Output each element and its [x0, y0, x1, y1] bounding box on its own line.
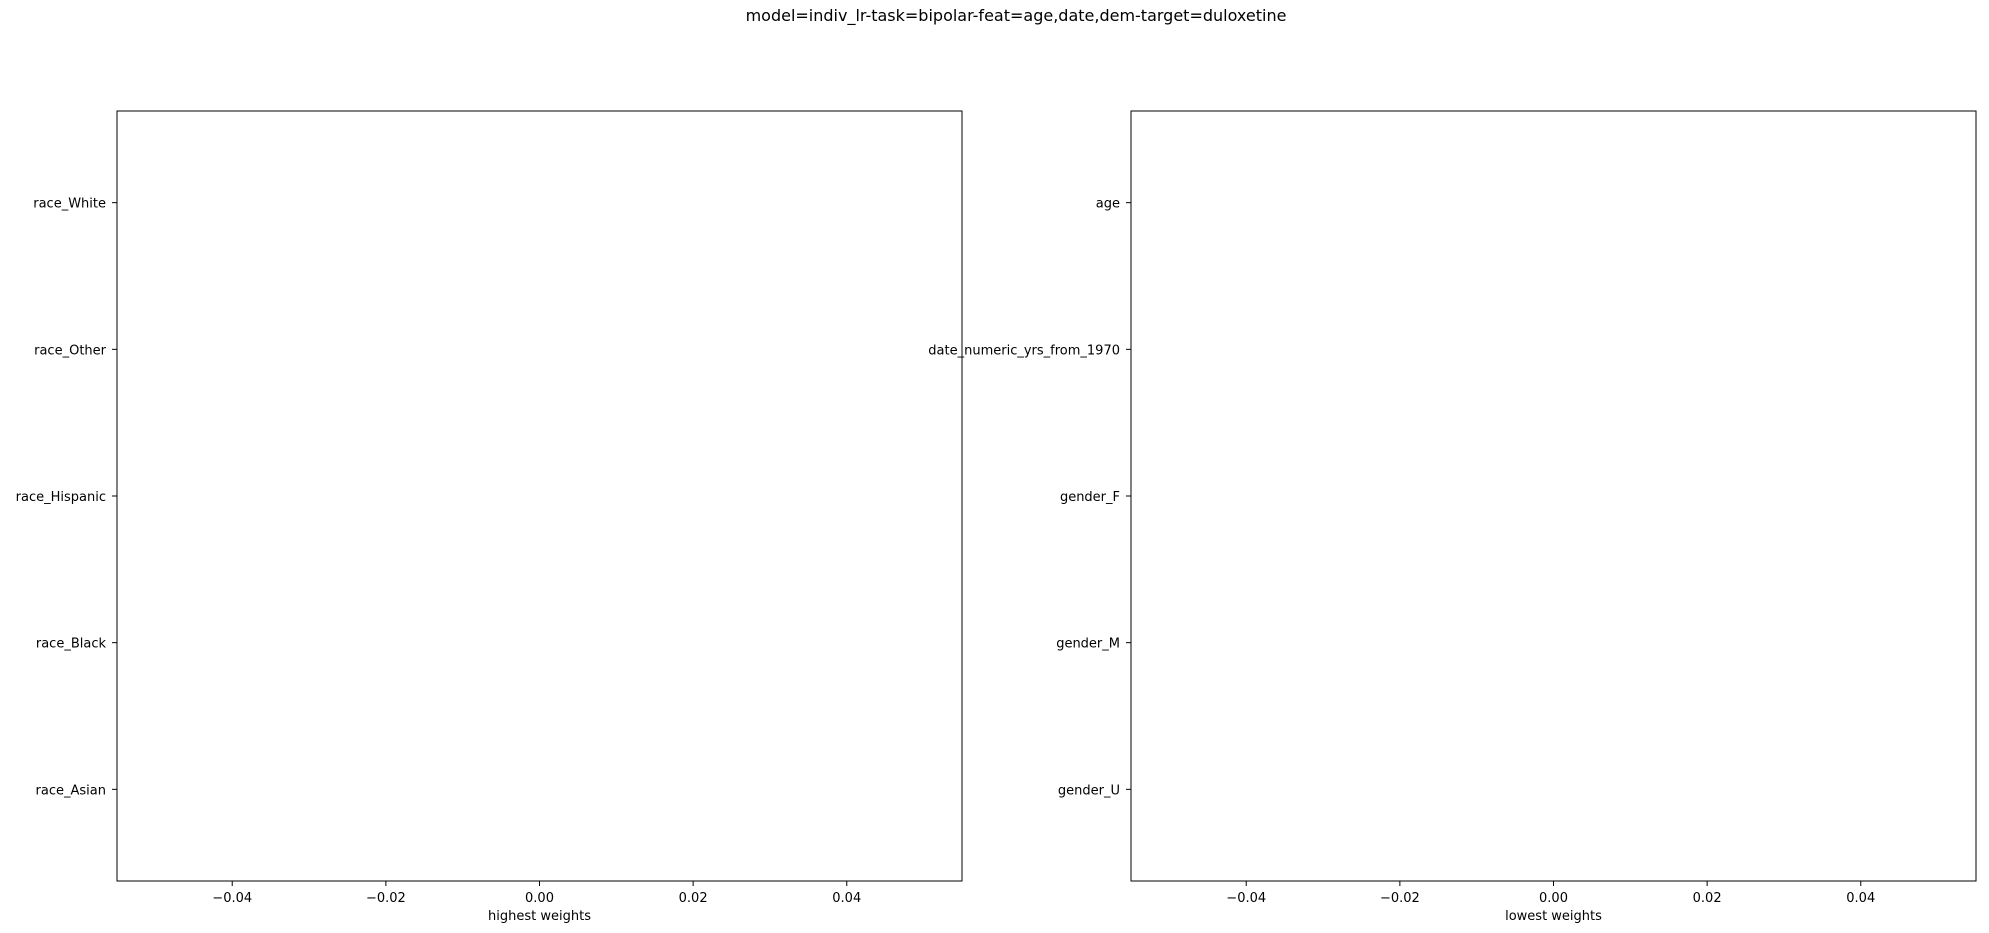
x-tick-label: 0.02	[1693, 891, 1722, 906]
y-tick-label: race_Asian	[36, 783, 106, 798]
x-tick-label: 0.02	[679, 891, 708, 906]
y-tick-label: race_White	[33, 197, 106, 212]
y-tick-label: race_Hispanic	[16, 490, 106, 505]
x-tick-label: 0.00	[525, 891, 554, 906]
x-axis-label: highest weights	[488, 909, 591, 924]
x-tick-label: −0.04	[1226, 891, 1266, 906]
y-tick-label: age	[1096, 197, 1120, 212]
figure-title: model=indiv_lr-task=bipolar-feat=age,dat…	[745, 6, 1287, 25]
axes-frame	[116, 110, 963, 882]
y-tick-label: race_Other	[34, 343, 107, 358]
x-tick-label: 0.04	[1846, 891, 1875, 906]
x-tick-label: 0.00	[1539, 891, 1568, 906]
x-tick-label: 0.04	[832, 891, 861, 906]
y-tick-label: race_Black	[36, 637, 107, 652]
y-tick-label: date_numeric_yrs_from_1970	[928, 343, 1120, 358]
x-axis-label: lowest weights	[1505, 909, 1602, 924]
y-tick-label: gender_U	[1058, 783, 1120, 798]
x-tick-label: −0.02	[1380, 891, 1420, 906]
y-tick-label: gender_M	[1056, 637, 1120, 652]
y-tick-label: gender_F	[1060, 490, 1120, 505]
axes-frame	[1130, 110, 1977, 882]
x-tick-label: −0.04	[212, 891, 252, 906]
x-tick-label: −0.02	[366, 891, 406, 906]
axes-1: −0.04 −0.02 0.00 0.02 0.04 race_White race_Oth…	[16, 110, 963, 924]
axes-2: −0.04 −0.02 0.00 0.02 0.04 age date_numeric_yr…	[928, 110, 1977, 924]
